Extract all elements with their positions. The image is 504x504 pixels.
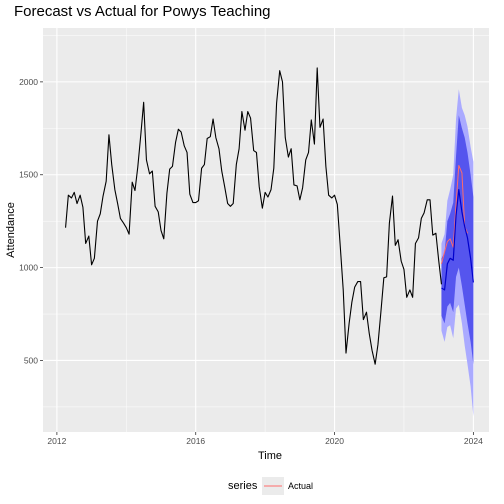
series-lines bbox=[65, 67, 474, 365]
minor-gridlines bbox=[43, 28, 489, 432]
prediction-bands bbox=[441, 89, 474, 417]
y-tick-label: 2000 bbox=[19, 77, 38, 87]
prediction-band-80 bbox=[441, 115, 474, 365]
y-tick-label: 1000 bbox=[19, 263, 38, 273]
x-tick-label: 2012 bbox=[47, 436, 66, 446]
x-tick-label: 2016 bbox=[186, 436, 205, 446]
forecast-mean-line bbox=[441, 189, 474, 291]
x-tick-label: 2024 bbox=[464, 436, 483, 446]
plot-panel bbox=[43, 28, 489, 432]
historical-attendance-line bbox=[65, 67, 442, 365]
x-axis-ticks: 2012 2016 2020 2024 bbox=[47, 432, 483, 446]
chart-title: Forecast vs Actual for Powys Teaching bbox=[14, 3, 271, 20]
y-tick-label: 500 bbox=[24, 355, 38, 365]
actual-series-line bbox=[440, 164, 468, 265]
legend-title: series bbox=[228, 480, 258, 492]
y-tick-label: 1500 bbox=[19, 170, 38, 180]
legend-label-actual: Actual bbox=[288, 481, 313, 491]
legend: series Actual bbox=[228, 477, 313, 495]
y-axis-title: Attendance bbox=[5, 202, 17, 258]
y-axis-ticks: 500 1000 1500 2000 bbox=[19, 77, 43, 365]
x-axis-title: Time bbox=[258, 450, 282, 462]
x-tick-label: 2020 bbox=[325, 436, 344, 446]
